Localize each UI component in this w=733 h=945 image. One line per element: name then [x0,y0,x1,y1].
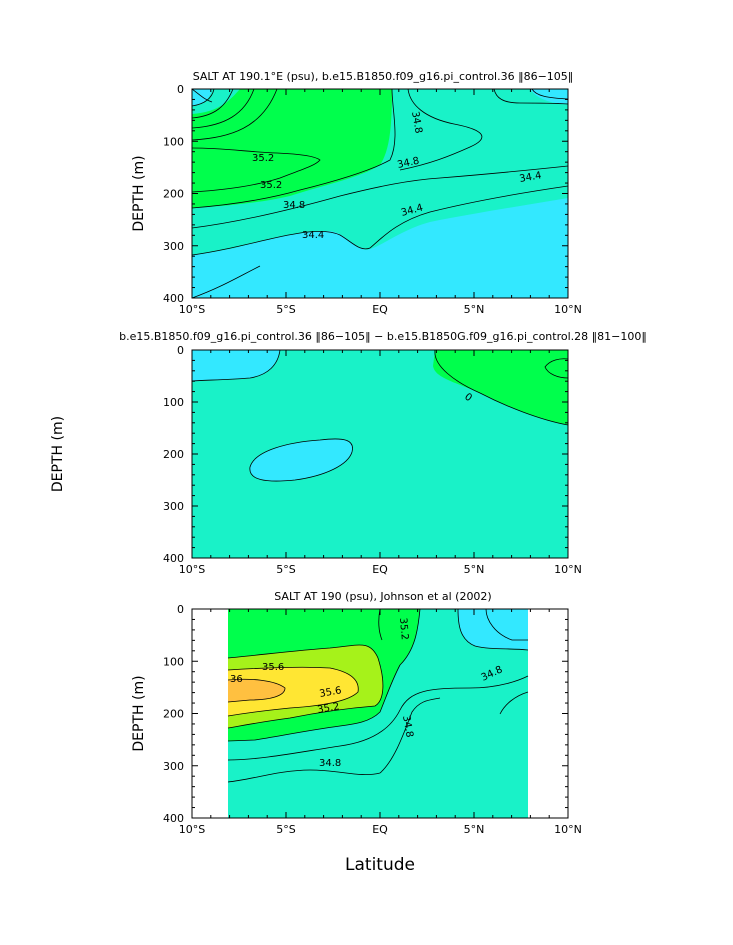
x-tick-label: EQ [372,823,388,836]
x-tick-label: EQ [372,563,388,576]
y-axis-label: DEPTH (m) [50,416,66,492]
p1-contour-label: 35.2 [260,180,282,191]
x-tick-label: 5°N [464,563,485,576]
p3-fill-upper-right-2 [486,609,528,640]
p2-fill-negative-left [192,350,280,381]
x-tick-label: 10°S [179,303,205,316]
panel-3-axes: 10°S 5°S EQ 5°N 10°N 0 100 200 300 400 DEPTH (m) [131,603,582,836]
panel-2: b.e15.B1850.f09_g16.pi_control.36 ‖86−10… [50,330,647,576]
p3-contour-36-4 [227,678,286,703]
x-tick-label: 10°N [554,563,582,576]
y-tick-label: 400 [163,812,184,825]
p3-contour-label: 35.6 [319,685,343,700]
p1-contour-label: 34.4 [519,170,543,185]
y-tick-label: 100 [163,396,184,409]
p1-contour-34-8-top [399,89,483,171]
p3-contour-34-8-mid [227,675,529,761]
panel-1-title: SALT AT 190.1°E (psu), b.e15.B1850.f09_g… [193,70,574,83]
x-tick-label: 5°S [276,303,295,316]
y-tick-label: 100 [163,655,184,668]
p2-fill-positive [433,350,568,425]
p3-contour-36 [227,666,359,717]
p1-contour-label: 35.2 [252,153,274,164]
y-tick-label: 300 [163,500,184,513]
p3-contour-label: 34.8 [400,715,415,739]
y-tick-label: 0 [177,344,184,357]
p2-contour-blob [249,438,353,482]
p3-contour-35-6 [227,644,384,729]
x-tick-label: 5°N [464,303,485,316]
p3-contour-35-2-top [227,609,421,742]
x-axis-label: Latitude [345,855,415,875]
p3-fill-36-4 [228,679,285,702]
panel-1: SALT AT 190.1°E (psu), b.e15.B1850.f09_g… [131,70,582,316]
p1-contour-upper-right [493,89,568,105]
p1-contour-label: 34.8 [283,200,305,211]
p1-contour-label: 34.8 [409,111,424,135]
panel-2-title: b.e15.B1850.f09_g16.pi_control.36 ‖86−10… [119,330,647,343]
p1-contour-label: 34.8 [396,156,420,171]
y-tick-label: 300 [163,760,184,773]
x-tick-label: EQ [372,303,388,316]
y-tick-label: 0 [177,603,184,616]
p1-contour-34-8-low [192,165,568,229]
y-tick-label: 200 [163,448,184,461]
x-tick-label: 5°S [276,563,295,576]
p1-contour-35-2 [192,147,321,193]
y-axis-label: DEPTH (m) [131,155,147,231]
panel-1-contours [192,89,568,298]
p3-contour-34-8-low [227,697,441,783]
y-tick-label: 200 [163,188,184,201]
p2-contour-label: 0 [462,391,474,404]
panel-1-axes: 10°S 5°S EQ 5°N 10°N 0 100 200 300 400 DEPTH (m) [131,83,582,316]
y-tick-label: 200 [163,708,184,721]
panel-3-contours [227,609,529,818]
p3-contour-label: 36 [230,674,243,685]
y-tick-label: 0 [177,83,184,96]
p3-contour-label: 35.2 [317,701,341,716]
y-tick-label: 300 [163,240,184,253]
p1-fill-upper-right [530,89,568,104]
p1-contour-label: 34.4 [302,230,324,241]
p3-contour-label: 34.8 [319,758,341,769]
x-tick-label: 5°S [276,823,295,836]
x-tick-label: 10°S [179,823,205,836]
p3-contour-right [457,609,529,715]
p1-contour-34-8-upper [192,89,278,141]
p1-contour-34-4-right [192,265,261,298]
panel-2-axes: 10°S 5°S EQ 5°N 10°N 0 100 200 300 400 DEPTH (m) [50,344,582,576]
y-tick-label: 400 [163,552,184,565]
x-tick-label: 10°S [179,563,205,576]
panel-2-contours [192,350,568,558]
y-axis-label: DEPTH (m) [131,675,147,751]
x-tick-label: 10°N [554,823,582,836]
x-tick-label: 5°N [464,823,485,836]
p1-contour-34-4 [192,185,568,256]
p2-contour-inner [544,358,568,379]
p2-contour-zero [434,350,568,426]
p2-contour-left [192,350,281,382]
p2-fill-negative-blob [249,438,353,482]
p3-contour-label: 35.2 [397,617,410,640]
y-tick-label: 400 [163,292,184,305]
panel-3-title: SALT AT 190 (psu), Johnson et al (2002) [274,590,491,603]
x-tick-label: 10°N [554,303,582,316]
p3-contour-label: 35.6 [262,662,284,673]
p1-contour-34-8-mid [192,89,396,209]
panel-3: SALT AT 190 (psu), Johnson et al (2002) … [131,590,582,875]
y-tick-label: 100 [163,135,184,148]
